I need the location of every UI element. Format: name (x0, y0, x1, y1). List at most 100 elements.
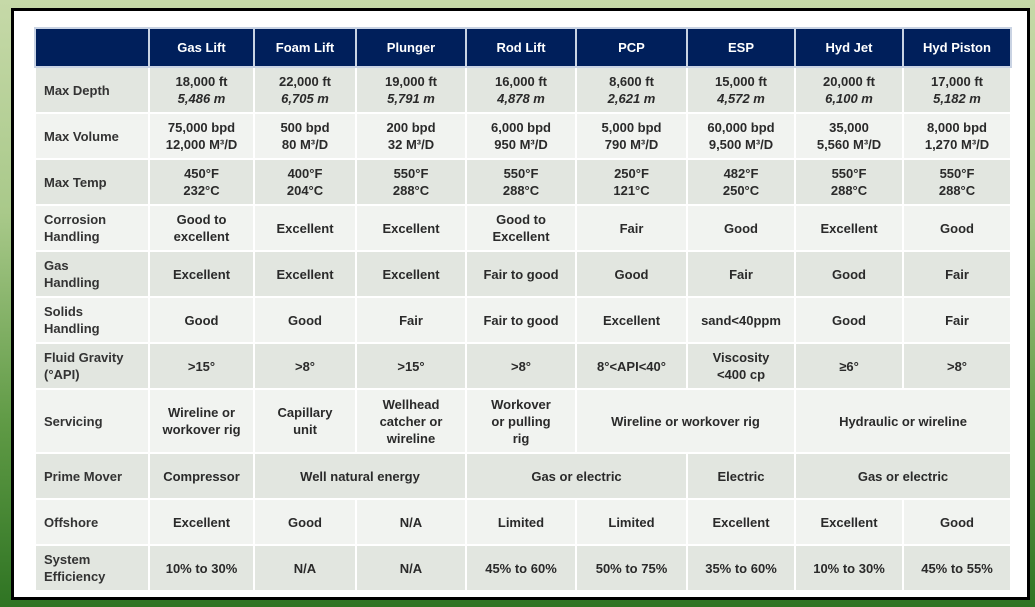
cell: Good to excellent (148, 204, 255, 252)
row-label: Solids Handling (34, 296, 150, 344)
row-solids-handling: Solids Handling Good Good Fair Fair to go… (34, 296, 1012, 344)
cell: Good to Excellent (465, 204, 577, 252)
temp-f: 550°F (831, 166, 867, 181)
label-line: Fluid Gravity (44, 350, 124, 365)
cell: Good (794, 250, 904, 298)
volume-m3d: 950 M³/D (494, 137, 548, 152)
temp-c: 288°C (830, 183, 868, 198)
row-prime-mover: Prime Mover Compressor Well natural ener… (34, 452, 1012, 500)
depth-ft: 17,000 ft (930, 74, 984, 89)
row-gas-handling: Gas Handling Excellent Excellent Excellen… (34, 250, 1012, 298)
temp-f: 400°F (287, 166, 323, 181)
volume-bpd: 8,000 bpd (927, 120, 987, 135)
cell: 450°F 232°C (148, 158, 255, 206)
volume-m3d: 12,000 M³/D (165, 137, 238, 152)
cell: Good (902, 498, 1012, 546)
artificial-lift-comparison-table: Gas Lift Foam Lift Plunger Rod Lift PCP … (34, 27, 1012, 592)
volume-bpd: 6,000 bpd (491, 120, 551, 135)
depth-m: 5,486 m (177, 91, 226, 106)
row-max-volume: Max Volume 75,000 bpd 12,000 M³/D 500 bpd… (34, 112, 1012, 160)
row-offshore: Offshore Excellent Good N/A Limited Limi… (34, 498, 1012, 546)
depth-ft: 16,000 ft (494, 74, 548, 89)
temp-c: 121°C (613, 183, 650, 198)
cell-span: Well natural energy (253, 452, 467, 500)
cell: Good (148, 296, 255, 344)
label-line: Efficiency (44, 569, 106, 584)
volume-bpd: 75,000 bpd (167, 120, 236, 135)
row-label: Offshore (34, 498, 150, 546)
volume-m3d: 1,270 M³/D (924, 137, 990, 152)
depth-m: 5,182 m (933, 91, 981, 106)
cell: 550°F 288°C (355, 158, 467, 206)
cell: 8°<API<40° (575, 342, 688, 390)
volume-bpd: 500 bpd (280, 120, 330, 135)
cell: >15° (148, 342, 255, 390)
cell: Wellhead catcher or wireline (355, 388, 467, 454)
header-foam-lift: Foam Lift (253, 27, 357, 68)
label-line: (°API) (44, 367, 80, 382)
depth-m: 4,572 m (717, 91, 765, 106)
temp-f: 250°F (614, 166, 649, 181)
row-label: System Efficiency (34, 544, 150, 592)
cell: Wireline or workover rig (148, 388, 255, 454)
volume-m3d: 9,500 M³/D (708, 137, 774, 152)
header-rod-lift: Rod Lift (465, 27, 577, 68)
cell: 20,000 ft 6,100 m (794, 66, 904, 114)
cell: 8,600 ft 2,621 m (575, 66, 688, 114)
cell: Excellent (253, 204, 357, 252)
depth-ft: 8,600 ft (609, 74, 654, 89)
row-servicing: Servicing Wireline or workover rig Capil… (34, 388, 1012, 454)
row-label: Servicing (34, 388, 150, 454)
cell: 75,000 bpd 12,000 M³/D (148, 112, 255, 160)
depth-m: 5,791 m (387, 91, 435, 106)
cell: Good (253, 498, 357, 546)
cell: Fair (686, 250, 796, 298)
volume-m3d: 5,560 M³/D (816, 137, 882, 152)
cell: Good (575, 250, 688, 298)
label-line: Handling (44, 321, 100, 336)
header-hyd-piston: Hyd Piston (902, 27, 1012, 68)
volume-bpd: 35,000 (829, 120, 869, 135)
cell: Fair (902, 296, 1012, 344)
header-gas-lift: Gas Lift (148, 27, 255, 68)
label-line: Handling (44, 229, 100, 244)
cell: Electric (686, 452, 796, 500)
cell: Workover or pulling rig (465, 388, 577, 454)
cell: 550°F 288°C (902, 158, 1012, 206)
depth-m: 6,100 m (825, 91, 873, 106)
cell: Excellent (794, 498, 904, 546)
cell: Excellent (148, 498, 255, 546)
row-fluid-gravity: Fluid Gravity (°API) >15° >8° >15° >8° 8°… (34, 342, 1012, 390)
cell: 550°F 288°C (465, 158, 577, 206)
cell: Good (253, 296, 357, 344)
cell: Fair (355, 296, 467, 344)
cell: 35% to 60% (686, 544, 796, 592)
label-line: Handling (44, 275, 100, 290)
temp-c: 232°C (183, 183, 220, 198)
header-plunger: Plunger (355, 27, 467, 68)
depth-ft: 20,000 ft (822, 74, 876, 89)
cell: 5,000 bpd 790 M³/D (575, 112, 688, 160)
cell: Excellent (575, 296, 688, 344)
cell: 17,000 ft 5,182 m (902, 66, 1012, 114)
label-line: Corrosion (44, 212, 107, 227)
cell: Fair to good (465, 250, 577, 298)
cell: 8,000 bpd 1,270 M³/D (902, 112, 1012, 160)
depth-ft: 19,000 ft (384, 74, 438, 89)
depth-ft: 18,000 ft (175, 74, 228, 89)
cell: 550°F 288°C (794, 158, 904, 206)
temp-f: 550°F (503, 166, 539, 181)
cell: Fair (902, 250, 1012, 298)
cell: Excellent (686, 498, 796, 546)
row-max-depth: Max Depth 18,000 ft 5,486 m 22,000 ft 6,70… (34, 66, 1012, 114)
header-row: Gas Lift Foam Lift Plunger Rod Lift PCP … (34, 27, 1012, 68)
depth-ft: 15,000 ft (714, 74, 768, 89)
row-label: Fluid Gravity (°API) (34, 342, 150, 390)
label-line: System (44, 552, 91, 567)
depth-m: 6,705 m (281, 91, 329, 106)
cell: ≥6° (794, 342, 904, 390)
cell: Limited (575, 498, 688, 546)
temp-f: 550°F (393, 166, 429, 181)
cell: 400°F 204°C (253, 158, 357, 206)
cell: 19,000 ft 5,791 m (355, 66, 467, 114)
